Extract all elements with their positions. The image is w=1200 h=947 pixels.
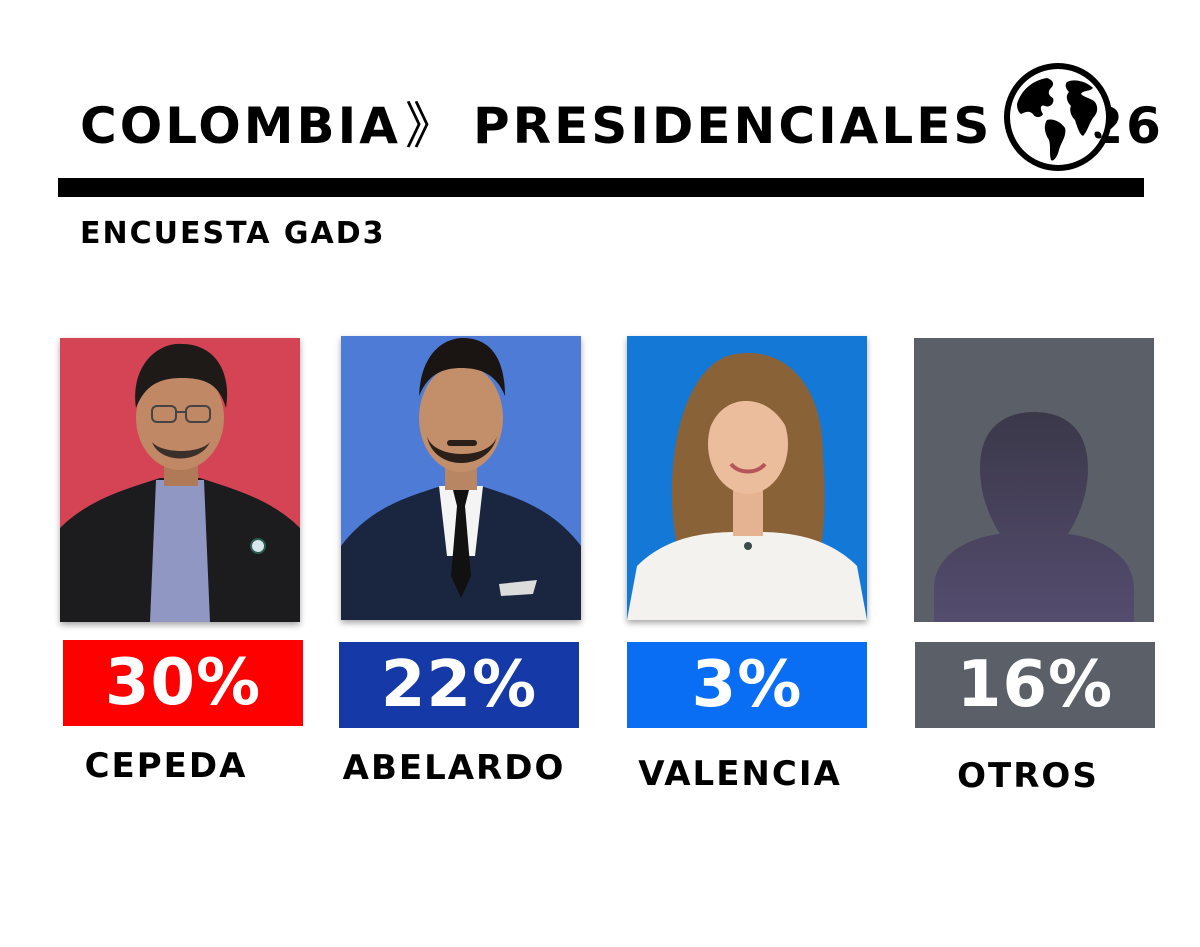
poll-subtitle: ENCUESTA GAD3 bbox=[80, 216, 386, 251]
percent-bar-cepeda: 30% bbox=[63, 640, 303, 726]
candidate-photo-otros bbox=[914, 338, 1154, 622]
candidate-name-abelardo: ABELARDO bbox=[342, 748, 566, 788]
page-title: COLOMBIA》 PRESIDENCIALES 2026 bbox=[80, 90, 1164, 162]
title-country: COLOMBIA bbox=[80, 97, 401, 155]
person-silhouette-icon bbox=[914, 338, 1154, 622]
candidate-name-otros: OTROS bbox=[957, 756, 1099, 796]
header-divider bbox=[58, 178, 1144, 197]
candidate-photo-cepeda bbox=[60, 338, 300, 622]
candidate-photo-abelardo bbox=[341, 336, 581, 620]
candidate-photo-valencia bbox=[627, 336, 867, 620]
percent-bar-abelardo: 22% bbox=[339, 642, 579, 728]
percent-bar-valencia: 3% bbox=[627, 642, 867, 728]
globe-icon bbox=[1003, 62, 1113, 172]
candidate-name-cepeda: CEPEDA bbox=[84, 746, 248, 786]
title-separator: 》 bbox=[404, 97, 455, 155]
percent-bar-otros: 16% bbox=[915, 642, 1155, 728]
candidate-name-valencia: VALENCIA bbox=[638, 754, 842, 794]
